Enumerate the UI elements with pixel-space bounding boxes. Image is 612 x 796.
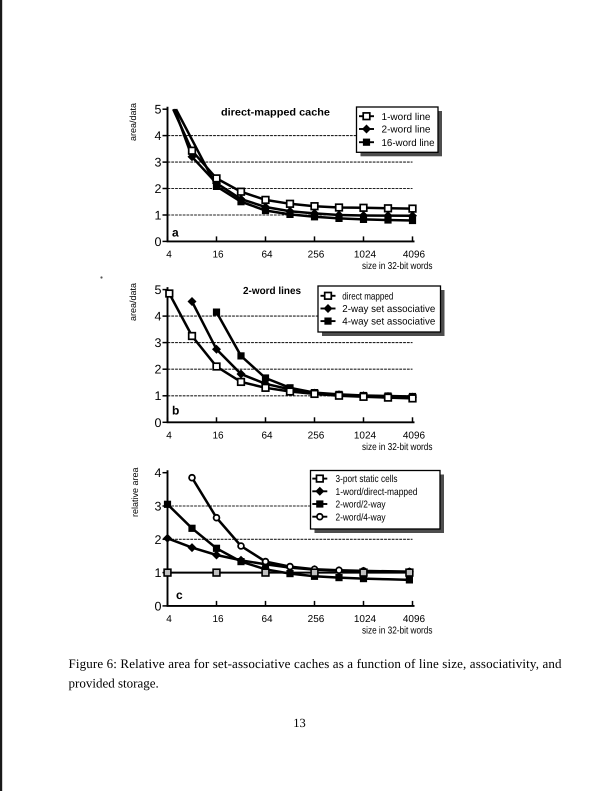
svg-text:64: 64	[261, 431, 273, 442]
svg-text:16: 16	[212, 614, 224, 625]
svg-text:4: 4	[166, 250, 172, 261]
svg-text:b: b	[172, 404, 179, 418]
svg-text:area/data: area/data	[128, 103, 138, 141]
svg-text:4-way set associative: 4-way set associative	[342, 317, 435, 328]
svg-text:256: 256	[308, 614, 325, 625]
svg-text:provided storage.: provided storage.	[69, 676, 159, 691]
svg-text:2-word/2-way: 2-word/2-way	[336, 500, 386, 511]
svg-text:256: 256	[308, 250, 325, 261]
svg-text:4: 4	[166, 431, 172, 442]
svg-text:area/data: area/data	[128, 283, 138, 321]
svg-text:16: 16	[212, 431, 224, 442]
svg-text:64: 64	[261, 614, 273, 625]
svg-text:size in 32-bit words: size in 32-bit words	[362, 626, 433, 637]
svg-text:0: 0	[155, 599, 162, 613]
svg-text:1024: 1024	[354, 431, 377, 442]
svg-text:1-word/direct-mapped: 1-word/direct-mapped	[336, 487, 418, 498]
svg-text:2: 2	[155, 533, 162, 547]
svg-text:4096: 4096	[403, 250, 426, 261]
svg-text:16-word line: 16-word line	[382, 138, 435, 149]
svg-text:64: 64	[261, 250, 273, 261]
svg-text:a: a	[172, 225, 179, 239]
svg-text:4: 4	[155, 310, 162, 324]
svg-text:direct mapped: direct mapped	[342, 291, 393, 302]
svg-text:3: 3	[155, 500, 162, 514]
svg-text:c: c	[176, 588, 183, 602]
svg-text:256: 256	[308, 431, 325, 442]
svg-text:2-word/4-way: 2-word/4-way	[336, 512, 386, 523]
svg-text:Figure 6: Relative area for s: Figure 6: Relative area for set-associat…	[69, 656, 563, 671]
svg-text:1: 1	[155, 209, 162, 223]
svg-text:5: 5	[155, 283, 162, 297]
svg-text:1024: 1024	[354, 250, 377, 261]
svg-text:4: 4	[155, 129, 162, 143]
svg-text:4096: 4096	[403, 614, 426, 625]
svg-text:size in 32-bit words: size in 32-bit words	[362, 261, 433, 272]
svg-text:2: 2	[155, 182, 162, 196]
svg-text:5: 5	[155, 103, 162, 117]
svg-text:4096: 4096	[403, 431, 426, 442]
svg-text:size in 32-bit words: size in 32-bit words	[362, 442, 433, 453]
svg-text:16: 16	[212, 250, 224, 261]
svg-text:2-way set associative: 2-way set associative	[342, 304, 435, 315]
svg-text:3: 3	[155, 156, 162, 170]
svg-text:1: 1	[155, 389, 162, 403]
svg-text:0: 0	[155, 416, 162, 430]
svg-text:13: 13	[293, 716, 306, 730]
svg-text:1-word line: 1-word line	[382, 112, 431, 123]
svg-text:3-port static cells: 3-port static cells	[336, 474, 398, 485]
svg-text:direct-mapped cache: direct-mapped cache	[221, 107, 330, 118]
svg-text:2-word line: 2-word line	[382, 125, 431, 136]
svg-text:relative area: relative area	[130, 468, 140, 518]
svg-text:2: 2	[155, 363, 162, 377]
svg-text:2-word lines: 2-word lines	[243, 286, 301, 297]
svg-text:3: 3	[155, 336, 162, 350]
svg-text:4: 4	[155, 466, 162, 480]
svg-text:1024: 1024	[354, 614, 377, 625]
svg-text:0: 0	[155, 235, 162, 249]
svg-text:4: 4	[166, 614, 172, 625]
svg-text:1: 1	[155, 566, 162, 580]
